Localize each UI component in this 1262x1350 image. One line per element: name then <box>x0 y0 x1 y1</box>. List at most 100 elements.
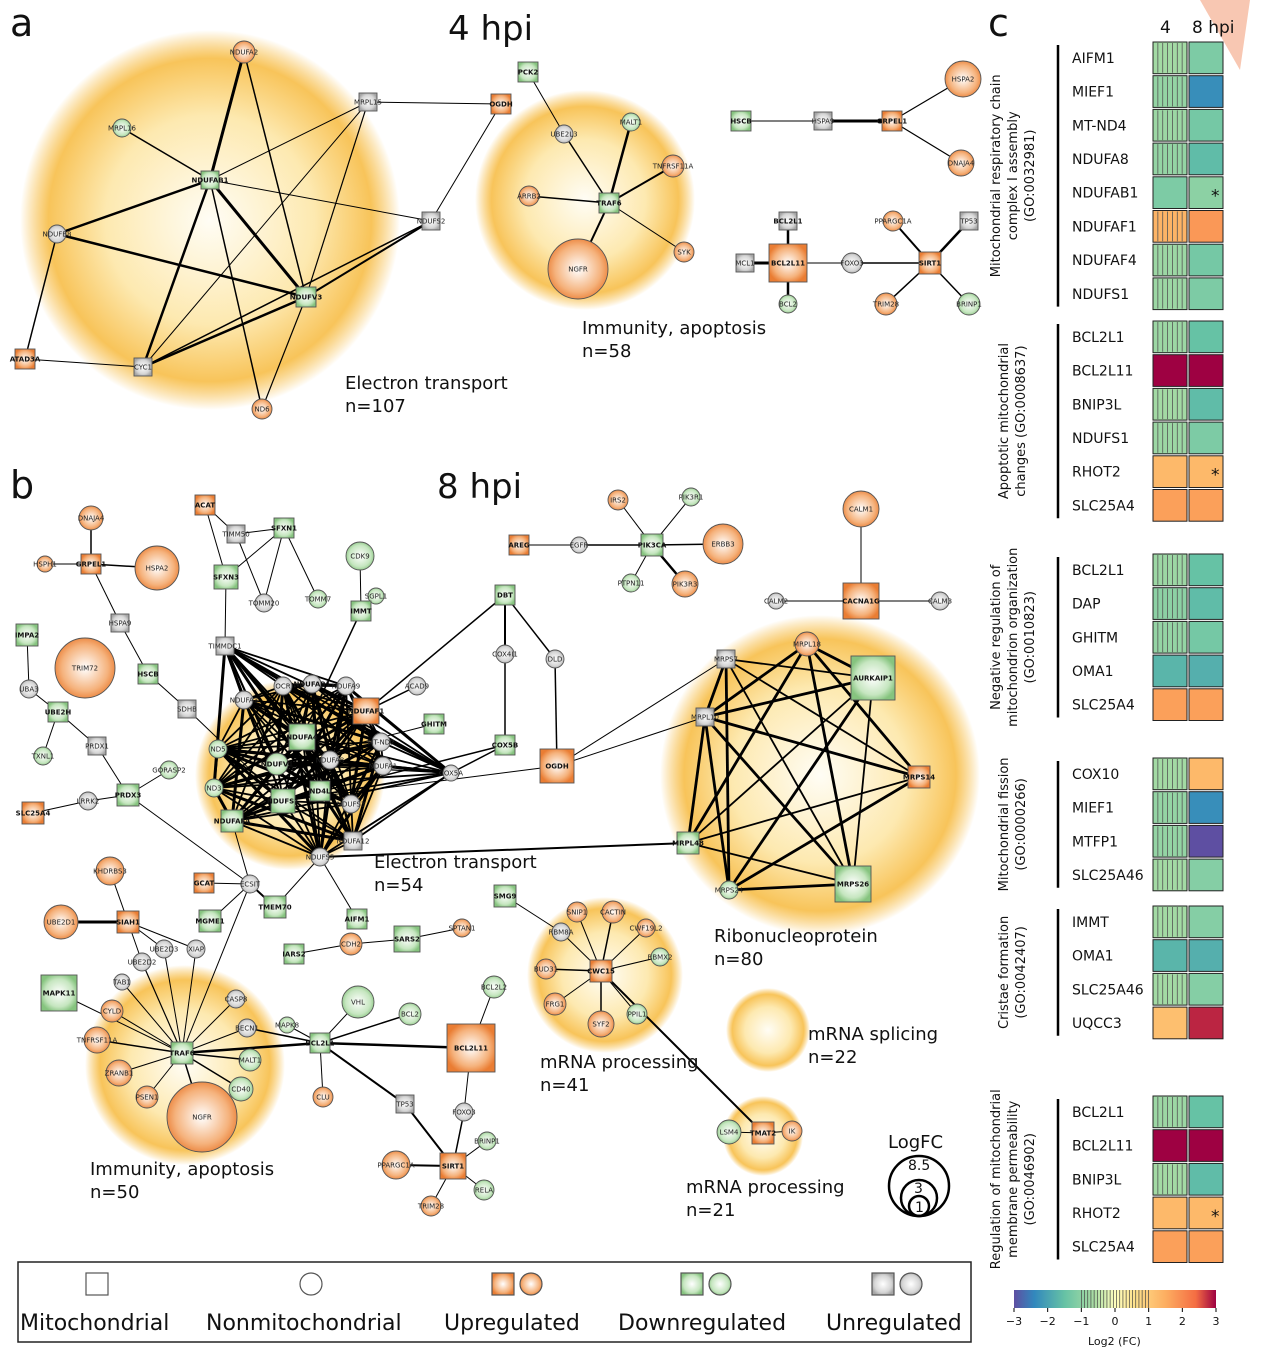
node-4hpi-bcl2[interactable]: BCL2 <box>778 294 798 314</box>
node-8hpi-mgme1[interactable]: MGME1 <box>195 909 225 933</box>
node-8hpi-gorasp2[interactable]: GORASP2 <box>152 760 186 780</box>
node-8hpi-calm2[interactable]: CALM2 <box>764 592 788 610</box>
node-4hpi-cyc1[interactable]: CYC1 <box>133 357 153 377</box>
node-4hpi-bcl2l11[interactable]: BCL2L11 <box>768 243 808 283</box>
node-8hpi-rela[interactable]: RELA <box>473 1179 495 1201</box>
node-8hpi-dnaja4[interactable]: DNAJA4 <box>78 505 105 531</box>
node-8hpi-foxo3[interactable]: FOXO3 <box>452 1102 476 1122</box>
node-8hpi-aurkaip1[interactable]: AURKAIP1 <box>850 655 896 701</box>
node-8hpi-pik3ca[interactable]: PIK3CA <box>638 533 667 557</box>
node-8hpi-mrpl10[interactable]: MRPL10 <box>691 707 719 727</box>
node-8hpi-ndufa1[interactable]: NDUFA1 <box>369 756 397 776</box>
node-8hpi-malt1[interactable]: MALT1 <box>238 1048 262 1072</box>
node-8hpi-pik3r1[interactable]: PIK3R1 <box>679 487 704 507</box>
node-8hpi-hspa2[interactable]: HSPA2 <box>134 545 180 591</box>
node-4hpi-ndufa2[interactable]: NDUFA2 <box>230 40 258 64</box>
node-8hpi-trim72[interactable]: TRIM72 <box>54 637 116 699</box>
node-8hpi-cwf19l2[interactable]: CWF19L2 <box>629 918 663 938</box>
node-4hpi-ogdh[interactable]: OGDH <box>489 93 513 115</box>
node-8hpi-acad9[interactable]: ACAD9 <box>405 676 429 696</box>
node-4hpi-grpel1[interactable]: GRPEL1 <box>877 110 908 132</box>
node-8hpi-tnfrsf11a[interactable]: TNFRSF11A <box>76 1026 118 1054</box>
node-8hpi-immt[interactable]: IMMT <box>350 600 372 622</box>
node-8hpi-cwc15[interactable]: CWC15 <box>587 959 615 983</box>
node-8hpi-dbt[interactable]: DBT <box>494 584 516 606</box>
node-8hpi-cox4i1[interactable]: COX4I1 <box>492 644 518 664</box>
node-8hpi-nd5[interactable]: ND5 <box>208 739 228 759</box>
node-4hpi-pck2[interactable]: PCK2 <box>517 61 539 83</box>
node-8hpi-sfxn1[interactable]: SFXN1 <box>271 517 297 539</box>
node-8hpi-tomm7[interactable]: TOMM7 <box>304 589 331 609</box>
node-4hpi-ndufab1[interactable]: NDUFAB1 <box>192 170 229 190</box>
node-8hpi-brinp1[interactable]: BRINP1 <box>474 1131 500 1151</box>
node-8hpi-mrps7[interactable]: MRPS7 <box>714 649 738 669</box>
node-4hpi-mrpl16[interactable]: MRPL16 <box>108 118 137 138</box>
node-8hpi-bcl2l2[interactable]: BCL2L2 <box>481 975 507 999</box>
node-8hpi-cox5b[interactable]: COX5B <box>492 734 518 756</box>
node-8hpi-mrpl18[interactable]: MRPL18 <box>793 631 821 657</box>
node-4hpi-tp53[interactable]: TP53 <box>959 211 979 231</box>
node-8hpi-mtnd2[interactable]: MT-ND2 <box>367 732 395 752</box>
node-8hpi-ndufa12[interactable]: NDUFA12 <box>337 831 370 851</box>
node-8hpi-khdrbs3[interactable]: KHDRBS3 <box>93 856 127 886</box>
node-8hpi-rbm8a[interactable]: RBM8A <box>549 922 574 942</box>
node-8hpi-traf6[interactable]: TRAF6 <box>169 1041 195 1065</box>
node-8hpi-dld[interactable]: DLD <box>545 649 565 669</box>
node-8hpi-ndufaf1[interactable]: NDUFAF1 <box>348 697 385 725</box>
node-8hpi-syf2[interactable]: SYF2 <box>587 1010 615 1038</box>
node-8hpi-ik[interactable]: IK <box>781 1120 803 1142</box>
node-8hpi-sgpl1[interactable]: SGPL1 <box>365 587 387 605</box>
node-8hpi-timmdc1[interactable]: TIMMDC1 <box>207 636 242 656</box>
node-8hpi-sdhb[interactable]: SDHB <box>177 699 197 719</box>
node-8hpi-snip1[interactable]: SNIP1 <box>566 901 588 923</box>
node-8hpi-mrps24[interactable]: MRPS24 <box>715 880 744 900</box>
node-8hpi-nd3[interactable]: ND3 <box>204 778 224 798</box>
node-4hpi-tnfrsf11a[interactable]: TNFRSF11A <box>652 154 694 178</box>
node-8hpi-pik3r3[interactable]: PIK3R3 <box>671 570 699 598</box>
node-8hpi-ndufa8[interactable]: NDUFA8 <box>316 750 344 770</box>
node-8hpi-ube2d3[interactable]: UBE2D3 <box>150 939 179 959</box>
node-8hpi-bud31[interactable]: BUD31 <box>534 958 558 980</box>
node-8hpi-aifm1[interactable]: AIFM1 <box>345 908 370 930</box>
node-8hpi-calm3[interactable]: CALM3 <box>928 591 952 611</box>
node-4hpi-ndufv3[interactable]: NDUFV3 <box>290 286 323 308</box>
node-4hpi-ndufs2[interactable]: NDUFS2 <box>417 211 446 231</box>
node-8hpi-psen1[interactable]: PSEN1 <box>135 1085 159 1109</box>
node-8hpi-lrrk2[interactable]: LRRK2 <box>77 791 100 811</box>
node-8hpi-txnl1[interactable]: TXNL1 <box>31 746 55 766</box>
node-8hpi-clu[interactable]: CLU <box>312 1086 334 1108</box>
node-8hpi-hspa9[interactable]: HSPA9 <box>109 613 132 633</box>
node-8hpi-slc25a4[interactable]: SLC25A4 <box>16 801 51 825</box>
node-8hpi-areg[interactable]: AREG <box>508 534 530 556</box>
node-8hpi-cyld[interactable]: CYLD <box>100 999 124 1023</box>
node-8hpi-ube2d1[interactable]: UBE2D1 <box>43 904 79 940</box>
node-8hpi-ngfr[interactable]: NGFR <box>166 1081 238 1153</box>
node-8hpi-becn1[interactable]: BECN1 <box>235 1018 259 1038</box>
node-8hpi-bcl2l11[interactable]: BCL2L11 <box>446 1023 496 1073</box>
node-4hpi-bcl2l1[interactable]: BCL2L1 <box>773 211 803 231</box>
node-8hpi-xiap[interactable]: XIAP <box>186 939 206 959</box>
node-4hpi-hspa9[interactable]: HSPA9 <box>812 111 835 131</box>
node-8hpi-ndufa3[interactable]: NDUFA3 <box>230 690 258 710</box>
node-8hpi-mrps14[interactable]: MRPS14 <box>903 765 935 789</box>
node-8hpi-trim28[interactable]: TRIM28 <box>417 1195 444 1217</box>
node-8hpi-ube2h[interactable]: UBE2H <box>45 701 72 723</box>
node-8hpi-irs2[interactable]: IRS2 <box>607 489 629 511</box>
node-4hpi-ube2l3[interactable]: UBE2L3 <box>550 124 578 144</box>
node-4hpi-mcl1[interactable]: MCL1 <box>735 253 755 273</box>
node-8hpi-tab1[interactable]: TAB1 <box>112 973 131 991</box>
node-8hpi-ghitm[interactable]: GHITM <box>421 713 447 735</box>
node-8hpi-ocr[interactable]: OCR <box>273 676 293 696</box>
node-8hpi-cdk9[interactable]: CDK9 <box>345 541 375 571</box>
node-8hpi-ogdh[interactable]: OGDH <box>539 748 575 784</box>
node-8hpi-nd4l[interactable]: ND4L <box>310 780 332 802</box>
node-8hpi-nd4[interactable]: NDUFA9 <box>332 676 360 696</box>
node-8hpi-ndufa4[interactable]: NDUFA4 <box>286 723 318 751</box>
node-8hpi-cox5a[interactable]: COX5A <box>439 764 463 782</box>
node-8hpi-cdh2[interactable]: CDH2 <box>339 932 363 956</box>
node-8hpi-grpel1[interactable]: GRPEL1 <box>76 553 107 575</box>
node-4hpi-brinp1[interactable]: BRINP1 <box>956 292 982 316</box>
node-8hpi-sptan1[interactable]: SPTAN1 <box>449 918 476 938</box>
node-8hpi-gcat[interactable]: GCAT <box>193 872 215 894</box>
node-8hpi-ptpn11[interactable]: PTPN11 <box>618 573 645 593</box>
